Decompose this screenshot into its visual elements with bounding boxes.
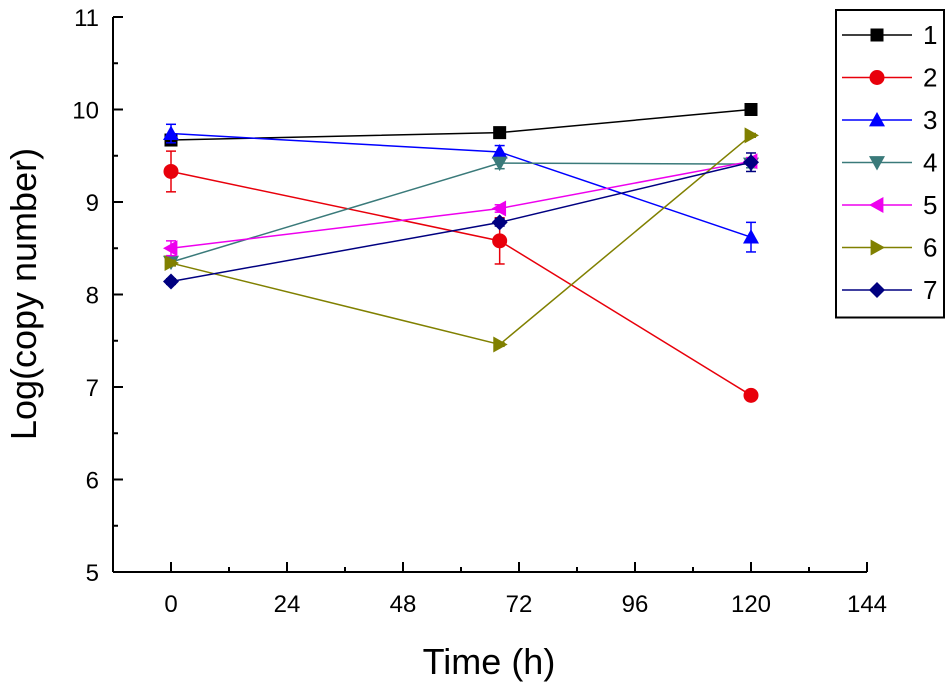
- y-tick-label: 9: [86, 190, 99, 217]
- legend-marker: [869, 70, 885, 85]
- legend-item-5: 5: [842, 190, 937, 220]
- data-point: [163, 240, 178, 257]
- legend-label: 3: [923, 105, 937, 135]
- data-point: [744, 103, 758, 116]
- x-axis-title: Time (h): [423, 641, 556, 682]
- series-2: [163, 150, 759, 403]
- legend-box: [835, 9, 945, 319]
- x-tick-label: 120: [731, 591, 771, 618]
- legend-label: 2: [923, 63, 937, 93]
- series-7: [163, 152, 759, 290]
- legend-item-3: 3: [842, 105, 937, 135]
- legend-label: 5: [923, 190, 937, 220]
- data-point: [743, 229, 759, 244]
- data-point: [491, 200, 507, 217]
- series-layer: [163, 103, 759, 403]
- y-tick-label: 6: [86, 468, 99, 495]
- y-tick-label: 11: [74, 5, 99, 32]
- legend-marker: [869, 282, 885, 298]
- series-line: [170, 134, 752, 346]
- data-point: [491, 144, 508, 159]
- legend-item-1: 1: [842, 20, 937, 50]
- axes: 0 24 48 72 96 120 144 5 6 7 8 9 10 11: [72, 5, 887, 618]
- series-3: [163, 123, 759, 253]
- y-tick-label: 7: [86, 375, 99, 402]
- legend-marker: [869, 197, 884, 213]
- legend-marker: [869, 112, 885, 127]
- data-point: [493, 126, 507, 140]
- x-tick-label: 144: [847, 591, 887, 618]
- x-tick-label: 72: [506, 591, 533, 618]
- legend-marker: [870, 239, 885, 256]
- series-line: [170, 108, 752, 141]
- x-tick-label: 48: [390, 591, 417, 618]
- data-point: [743, 154, 759, 171]
- series-1: [164, 103, 758, 147]
- y-axis-title: Log(copy number): [3, 148, 44, 440]
- x-tick-label: 24: [274, 591, 301, 618]
- y-tick-label: 8: [86, 283, 99, 310]
- legend-item-7: 7: [842, 275, 937, 305]
- y-tick-label: 5: [86, 560, 99, 587]
- series-line: [170, 132, 752, 238]
- legend-item-6: 6: [842, 233, 937, 263]
- legend-marker: [869, 156, 885, 171]
- legend-item-2: 2: [842, 63, 937, 93]
- x-tick-label: 0: [164, 591, 177, 618]
- data-point: [493, 336, 508, 353]
- data-point: [492, 233, 508, 249]
- legend-label: 4: [923, 148, 937, 178]
- legend-label: 6: [923, 233, 937, 263]
- data-point: [491, 214, 508, 231]
- data-point: [743, 387, 759, 403]
- data-point: [163, 163, 179, 179]
- legend-item-4: 4: [842, 148, 937, 178]
- legend: 1 2 3 4 5 6 7: [835, 9, 945, 319]
- legend-label: 1: [923, 20, 937, 50]
- data-point: [163, 125, 179, 140]
- series-line: [170, 161, 752, 283]
- legend-marker: [870, 28, 884, 42]
- data-point: [491, 156, 508, 172]
- data-point: [744, 127, 759, 144]
- y-tick-label: 10: [72, 98, 99, 125]
- series-line: [170, 170, 752, 396]
- x-tick-label: 96: [622, 591, 649, 618]
- legend-label: 7: [923, 275, 937, 305]
- data-point: [164, 255, 179, 272]
- data-point: [163, 273, 179, 290]
- series-6: [164, 127, 759, 353]
